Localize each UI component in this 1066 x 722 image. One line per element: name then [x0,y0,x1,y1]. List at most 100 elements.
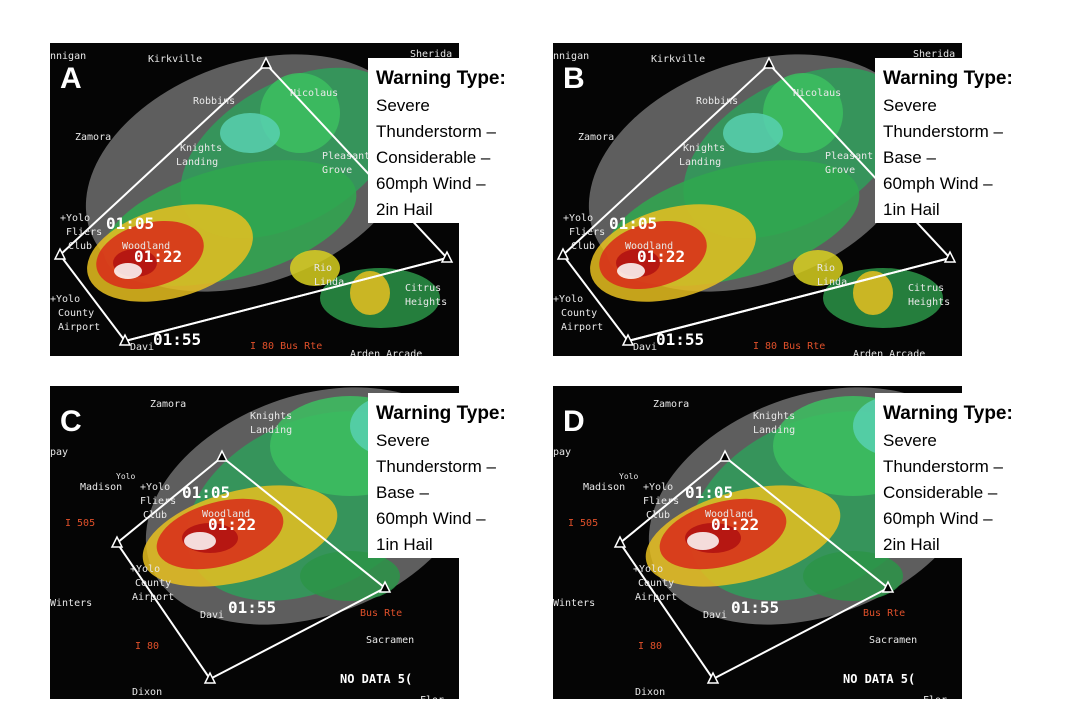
warning-line-text: Considerable – [376,148,491,167]
warning-line-text: Thunderstorm – [376,122,497,141]
map-label: Linda [314,277,344,288]
map-label: Davi [633,342,657,353]
map-label: +Yolo [50,294,80,305]
map-label: Zamora [653,399,689,410]
radar-echo [803,551,903,601]
warning-line-text: Severe [883,431,937,450]
radar-echo [350,271,390,315]
radar-map: nnigan Kirkville Sherida Robbins Nicolaus Zam… [553,43,962,360]
warning-line [627,257,951,342]
map-label: Landing [679,157,721,168]
map-label: +Yolo [643,482,673,493]
map-label: 01:55 [656,330,704,349]
map-label: nnigan [553,51,589,62]
map-label: +Yolo [553,294,583,305]
map-label: Flor [923,695,947,706]
vertex-marker [215,449,229,462]
map-label: Airport [561,322,603,333]
map-label: NO DATA 5( [843,672,915,686]
map-label: NO DATA 5( [340,672,412,686]
warning-line-text: 60mph Wind – [376,509,486,528]
radar-echo [300,551,400,601]
map-label: Bus Rte [360,608,402,619]
vertex-marker [378,580,392,593]
panel-letter: B [563,62,585,95]
map-label: Zamora [150,399,186,410]
map-label: Davi [200,610,224,621]
map-label: nnigan [50,51,86,62]
map-label: I 505 [65,518,95,529]
map-label: I 80 Bus Rte [250,341,322,352]
warning-box [875,58,1035,223]
map-label: Grove [825,165,855,176]
map-label: Winters [553,598,595,609]
warning-box [368,58,528,223]
vertex-marker [556,247,570,260]
map-label: pay [50,447,68,458]
radar-echo [617,263,645,279]
map-label: Sacramen [366,635,414,646]
vertex-marker [762,56,776,69]
map-label: 01:55 [228,598,276,617]
map-label: 01:55 [153,330,201,349]
map-label: 01:22 [711,515,759,534]
vertex-marker [110,535,124,548]
warning-line-text: Thunderstorm – [883,457,1004,476]
map-label: 01:55 [731,598,779,617]
map-label: Robbins [193,96,235,107]
map-label: Zamora [75,132,111,143]
warning-line-text: Severe [883,96,937,115]
vertex-marker [53,247,67,260]
map-label: Madison [583,482,625,493]
vertex-marker [118,333,132,346]
map-label: Arden Arcade [853,349,925,360]
map-label: I 80 Bus Rte [753,341,825,352]
map-label: Yolo [619,472,638,481]
map-label: Citrus [405,283,441,294]
map-label: 01:22 [208,515,256,534]
radar-echo [220,113,280,153]
map-label: I 80 [135,641,159,652]
map-label: Fliers [569,227,605,238]
panel-letter: D [563,405,585,438]
warning-line-text: Base – [883,148,936,167]
radar-echo [687,532,719,550]
radar-echo [723,113,783,153]
map-label: 01:22 [637,247,685,266]
map-label: Linda [817,277,847,288]
map-label: Knights [180,143,222,154]
radar-panel: nnigan Kirkville Sherida Robbins Nicolaus Zam… [553,43,1035,360]
map-label: Nicolaus [793,88,841,99]
map-label: Fliers [66,227,102,238]
map-label: Club [143,510,167,521]
map-label: Landing [753,425,795,436]
warning-line-text: 60mph Wind – [883,509,993,528]
map-label: Rio [817,263,835,274]
warning-line-text: 2in Hail [883,535,940,554]
map-label: I 80 [638,641,662,652]
map-label: County [58,308,94,319]
map-label: Kirkville [651,54,705,65]
map-label: Fliers [140,496,176,507]
map-label: Davi [130,342,154,353]
map-label: Sherida [913,49,955,60]
vertex-marker [881,580,895,593]
vertex-marker [440,250,454,263]
map-label: Zamora [578,132,614,143]
map-label: Bus Rte [863,608,905,619]
warning-line-text: Base – [376,483,429,502]
map-label: Airport [635,592,677,603]
radar-echo [853,271,893,315]
map-label: Nicolaus [290,88,338,99]
map-label: Heights [405,297,447,308]
map-label: Yolo [116,472,135,481]
map-label: Kirkville [148,54,202,65]
map-label: +Yolo [130,564,160,575]
map-label: Heights [908,297,950,308]
map-label: Woodland [705,509,753,520]
map-label: 01:05 [182,483,230,502]
vertex-marker [259,56,273,69]
